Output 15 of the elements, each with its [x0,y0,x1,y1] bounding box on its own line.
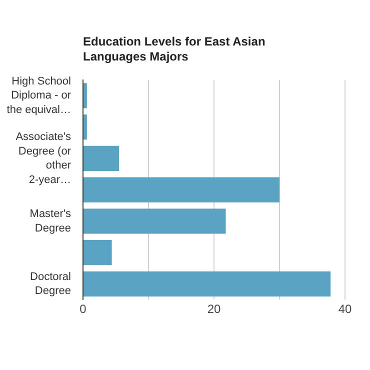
chart-title: Education Levels for East Asian Languages Majors [83,34,266,64]
y-tick-label: Master's Degree [30,208,72,234]
y-tick-label: Doctoral Degree [30,270,71,298]
bar [84,83,87,108]
bar [84,240,112,266]
x-tick-label: 0 [80,302,87,316]
x-tick-label: 40 [338,302,352,316]
y-tick-label: Associate's Degree (or other 2-year… [16,131,72,186]
bar [84,208,226,234]
bar [84,146,120,171]
bar [84,177,280,202]
x-tick-label: 20 [207,302,221,316]
y-tick-label: High School Diploma - or the equival… [6,75,72,116]
bar [84,114,87,140]
bar [84,271,331,296]
